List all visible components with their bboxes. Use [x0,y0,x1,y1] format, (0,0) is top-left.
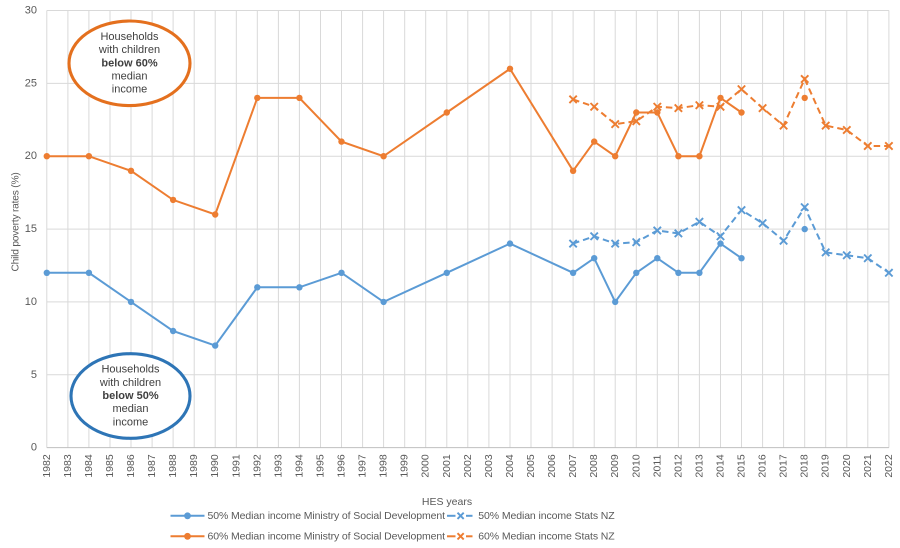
svg-text:50% Median income Stats NZ: 50% Median income Stats NZ [478,510,615,522]
svg-text:2015: 2015 [736,454,748,478]
svg-text:1987: 1987 [146,454,158,478]
svg-text:Child poverty rates (%): Child poverty rates (%) [11,172,22,271]
svg-text:1986: 1986 [125,454,137,478]
svg-text:2017: 2017 [778,454,790,478]
svg-text:below 50%: below 50% [102,390,158,402]
svg-text:2014: 2014 [715,454,727,478]
svg-text:30: 30 [25,5,37,17]
svg-text:2012: 2012 [672,454,684,478]
svg-text:0: 0 [31,442,37,454]
svg-text:25: 25 [25,77,37,89]
svg-text:median: median [111,71,147,83]
svg-text:2018: 2018 [799,454,811,478]
svg-text:50% Median income Ministry of: 50% Median income Ministry of Social Dev… [208,510,446,522]
svg-text:2007: 2007 [567,454,579,478]
svg-text:2000: 2000 [420,454,432,478]
svg-text:1997: 1997 [357,454,369,478]
svg-text:15: 15 [25,223,37,235]
svg-text:1999: 1999 [399,454,411,478]
svg-text:20: 20 [25,150,37,162]
svg-text:income: income [113,416,148,428]
svg-text:2002: 2002 [462,454,474,478]
svg-text:10: 10 [25,296,37,308]
svg-text:income: income [112,84,147,96]
svg-text:1992: 1992 [251,454,263,478]
svg-text:2003: 2003 [483,454,495,478]
svg-text:2011: 2011 [651,455,663,478]
svg-text:5: 5 [31,369,37,381]
svg-text:1991: 1991 [230,454,242,478]
svg-text:2001: 2001 [441,454,453,478]
svg-text:2010: 2010 [630,454,642,478]
svg-text:1982: 1982 [41,454,53,478]
svg-text:2021: 2021 [862,454,874,478]
svg-text:median: median [112,403,148,415]
svg-text:1996: 1996 [336,454,348,478]
svg-text:2006: 2006 [546,454,558,478]
svg-text:Households: Households [101,364,160,376]
svg-text:2005: 2005 [525,454,537,478]
svg-text:1994: 1994 [293,454,305,478]
svg-text:1984: 1984 [83,454,95,478]
svg-text:with children: with children [99,377,161,389]
svg-text:1990: 1990 [209,454,221,478]
svg-text:1985: 1985 [104,454,116,478]
svg-text:60% Median income Stats NZ: 60% Median income Stats NZ [478,530,615,542]
svg-text:2022: 2022 [883,454,895,478]
svg-text:2016: 2016 [757,454,769,478]
svg-text:Households: Households [100,31,159,43]
svg-text:2019: 2019 [820,454,832,478]
svg-text:2020: 2020 [841,454,853,478]
svg-text:2013: 2013 [693,454,705,478]
svg-text:below 60%: below 60% [101,57,157,69]
svg-text:1993: 1993 [272,454,284,478]
svg-text:1988: 1988 [167,454,179,478]
svg-text:1989: 1989 [188,454,200,478]
svg-text:HES years: HES years [422,496,472,508]
svg-text:60% Median income Ministry of: 60% Median income Ministry of Social Dev… [208,530,446,542]
svg-text:2009: 2009 [609,454,621,478]
svg-text:1998: 1998 [378,454,390,478]
svg-text:2004: 2004 [504,454,516,478]
svg-text:with children: with children [98,44,160,56]
svg-text:2008: 2008 [588,454,600,478]
svg-text:1983: 1983 [62,454,74,478]
svg-text:1995: 1995 [315,454,327,478]
